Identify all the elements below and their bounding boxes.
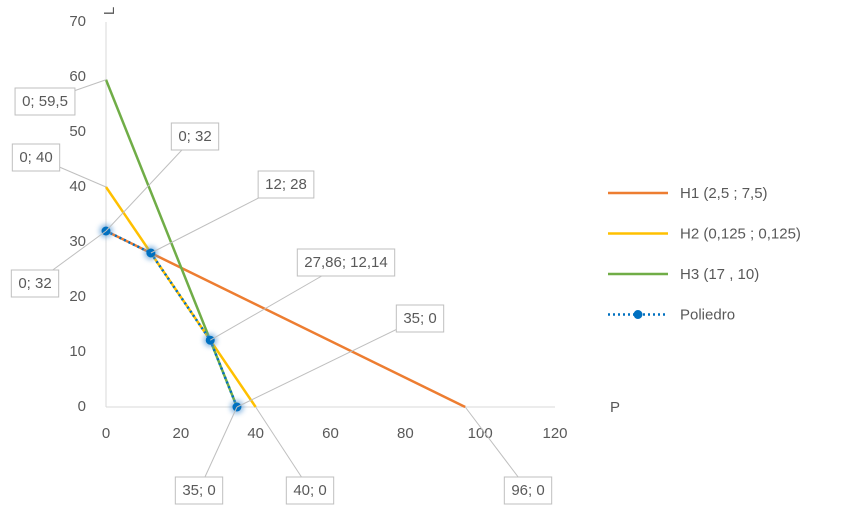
leader-line — [464, 406, 529, 491]
data-label: 96; 0 — [511, 482, 544, 499]
y-tick-label: 50 — [69, 123, 86, 140]
data-label-box: 0; 40 — [11, 143, 61, 172]
data-label: 27,86; 12,14 — [304, 254, 387, 271]
y-tick-label: 10 — [69, 343, 86, 360]
label-box — [174, 476, 224, 505]
label-box — [11, 143, 61, 172]
y-tick-label: 30 — [69, 233, 86, 250]
y-tick-label: 60 — [69, 68, 86, 85]
x-tick-label: 0 — [102, 425, 110, 442]
data-label-box: 0; 32 — [10, 269, 60, 298]
label-box — [10, 269, 60, 298]
data-label: 0; 59,5 — [22, 93, 68, 110]
data-label: 35; 0 — [403, 310, 436, 327]
x-tick-label: 40 — [247, 425, 264, 442]
leader-line — [198, 406, 238, 491]
x-axis-title: P — [610, 399, 620, 416]
y-tick-label: 40 — [69, 178, 86, 195]
data-label-box: 12; 28 — [257, 170, 315, 199]
legend-label: Poliedro — [680, 306, 735, 323]
series-line — [104, 186, 257, 408]
leader-line — [236, 317, 421, 408]
label-box — [285, 476, 335, 505]
data-label: 0; 40 — [19, 149, 52, 166]
label-box — [395, 304, 445, 333]
data-label: 0; 32 — [18, 275, 51, 292]
label-box — [257, 170, 315, 199]
data-label: 40; 0 — [293, 482, 326, 499]
series-line — [104, 79, 239, 408]
legend-marker — [633, 310, 643, 319]
data-label-box: 27,86; 12,14 — [296, 248, 396, 277]
data-label: 0; 32 — [178, 128, 211, 145]
x-tick-label: 100 — [468, 425, 493, 442]
y-tick-label: 0 — [78, 398, 86, 415]
data-label-box: 40; 0 — [285, 476, 335, 505]
data-label-box: 0; 59,5 — [14, 87, 76, 116]
series-line — [105, 229, 466, 409]
y-tick-label: 70 — [69, 13, 86, 30]
leader-line — [255, 406, 311, 491]
series-line — [105, 229, 239, 408]
y-axis-title: L — [101, 7, 118, 15]
x-tick-label: 20 — [172, 425, 189, 442]
data-label: 35; 0 — [182, 482, 215, 499]
label-box — [14, 87, 76, 116]
legend-label: H2 (0,125 ; 0,125) — [680, 225, 801, 242]
legend-label: H1 (2,5 ; 7,5) — [680, 185, 768, 202]
x-tick-label: 120 — [542, 425, 567, 442]
x-tick-label: 60 — [322, 425, 339, 442]
label-box — [296, 248, 396, 277]
data-label-box: 96; 0 — [503, 476, 553, 505]
label-box — [503, 476, 553, 505]
x-tick-label: 80 — [397, 425, 414, 442]
label-box — [170, 122, 220, 151]
legend-label: H3 (17 , 10) — [680, 266, 759, 283]
data-label-box: 0; 32 — [170, 122, 220, 151]
data-label: 12; 28 — [265, 176, 307, 193]
leader-line — [105, 135, 196, 232]
data-label-box: 35; 0 — [395, 304, 445, 333]
y-tick-label: 20 — [69, 288, 86, 305]
data-label-box: 35; 0 — [174, 476, 224, 505]
